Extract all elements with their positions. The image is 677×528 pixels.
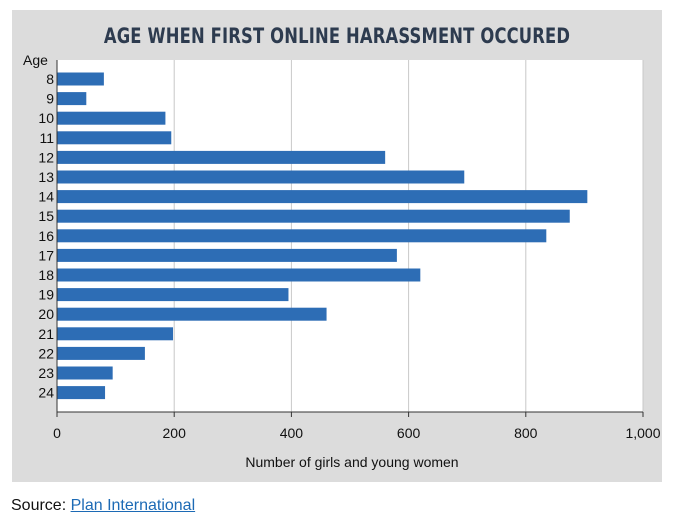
bar	[57, 190, 588, 204]
y-tick-label: 21	[38, 326, 54, 342]
y-tick-label: 8	[46, 71, 54, 87]
source-link[interactable]: Plan International	[70, 497, 196, 514]
bar	[57, 72, 104, 86]
bar	[57, 229, 547, 243]
x-axis-label: Number of girls and young women	[245, 454, 458, 470]
y-tick-label: 11	[39, 130, 54, 146]
y-tick-label: 18	[38, 267, 54, 283]
bar	[57, 288, 289, 302]
source-line: Source: Plan International	[11, 497, 195, 515]
bar	[57, 248, 397, 262]
x-tick-label: 600	[397, 425, 421, 441]
bar	[57, 346, 145, 360]
bar	[57, 209, 570, 223]
y-tick-label: 22	[38, 345, 54, 361]
bar	[57, 307, 327, 321]
y-tick-label: 9	[46, 91, 54, 107]
y-tick-label: 17	[38, 247, 54, 263]
bar	[57, 268, 421, 282]
x-tick-label: 200	[163, 425, 187, 441]
bar-chart: 8 9 10 11 12 13 14 15 16 17 18 19 20 21 22 23 24 0 200 400 6…	[23, 52, 661, 470]
y-tick-label: 14	[38, 189, 54, 205]
source-label: Source:	[11, 497, 67, 514]
bar	[57, 170, 465, 184]
bar	[57, 327, 174, 341]
y-tick-label: 16	[38, 228, 54, 244]
bar	[57, 111, 166, 125]
bar	[57, 150, 386, 164]
bar	[57, 386, 106, 400]
y-axis-label: Age	[23, 52, 48, 68]
y-tick-label: 20	[38, 306, 54, 322]
x-tick-label: 0	[53, 425, 61, 441]
y-tick-label: 23	[38, 365, 54, 381]
chart-title: AGE WHEN FIRST ONLINE HARASSMENT OCCURED	[103, 24, 571, 48]
y-tick-label: 19	[38, 287, 54, 303]
x-tick-label: 400	[280, 425, 304, 441]
y-tick-label: 24	[38, 385, 54, 401]
x-tick-label: 1,000	[625, 425, 660, 441]
bar	[57, 131, 172, 145]
y-tick-label: 12	[38, 149, 54, 165]
x-tick-label: 800	[514, 425, 538, 441]
y-tick-label: 13	[38, 169, 54, 185]
bar	[57, 92, 87, 106]
y-tick-label: 10	[38, 110, 54, 126]
bar	[57, 366, 113, 380]
y-tick-label: 15	[38, 208, 54, 224]
